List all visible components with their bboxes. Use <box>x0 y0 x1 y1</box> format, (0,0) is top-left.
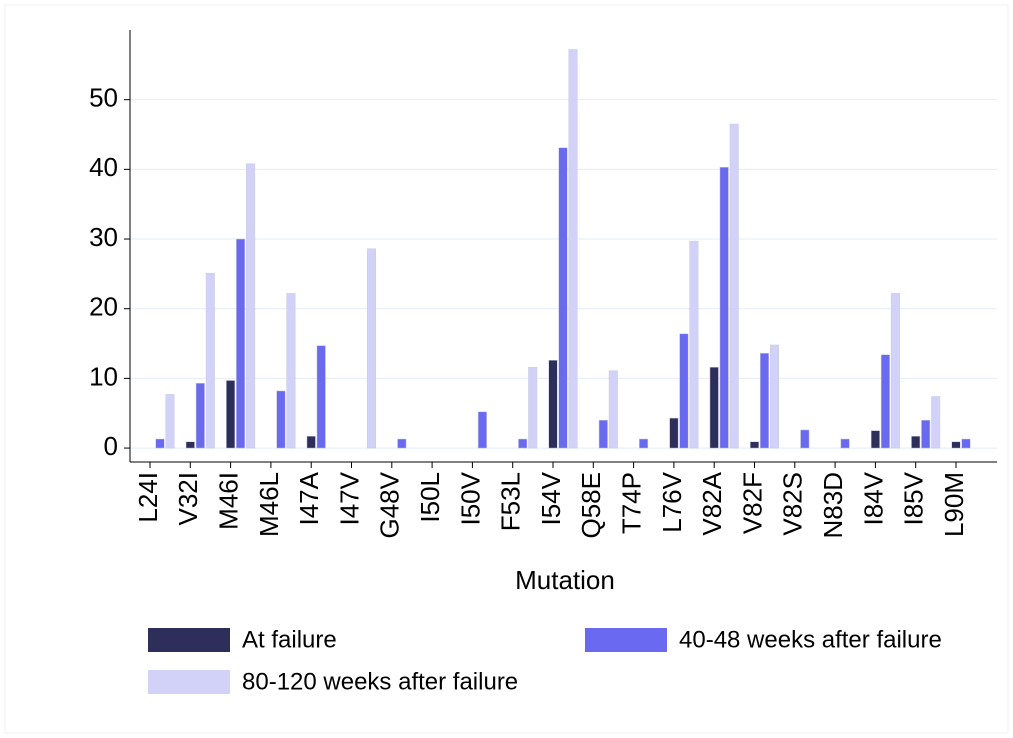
x-tick-label: V82F <box>737 472 767 534</box>
legend-swatch <box>585 628 667 652</box>
bar <box>639 438 649 449</box>
x-tick-label: V82S <box>778 472 808 536</box>
bar <box>870 430 880 449</box>
bar <box>155 438 165 449</box>
bar <box>608 370 618 449</box>
x-tick-label: I85V <box>899 471 929 525</box>
bar <box>709 366 719 449</box>
bar <box>911 435 921 449</box>
bar <box>477 411 487 449</box>
bar <box>750 441 759 449</box>
bar <box>528 366 538 449</box>
bar <box>236 238 246 449</box>
x-tick-label: I54V <box>536 471 566 525</box>
x-tick-label: I50V <box>455 471 485 525</box>
x-tick-label: L24I <box>133 472 163 523</box>
x-tick-label: F53L <box>496 472 526 531</box>
bar <box>316 345 326 449</box>
bar <box>568 49 578 449</box>
bar <box>951 441 961 449</box>
legend-label: 40-48 weeks after failure <box>679 626 942 653</box>
legend-label: 80-120 weeks after failure <box>242 668 518 695</box>
x-tick-label: M46I <box>213 472 243 530</box>
x-tick-label: N83D <box>818 472 848 538</box>
bar <box>306 435 316 449</box>
bar <box>185 441 195 449</box>
bar <box>598 419 608 449</box>
bar <box>729 123 739 449</box>
x-tick-label: I47V <box>334 471 364 525</box>
bar <box>961 438 971 449</box>
bar <box>367 248 376 449</box>
x-tick-label: L76V <box>657 471 687 532</box>
x-tick-label: V82A <box>697 471 727 535</box>
x-tick-label: Q58E <box>576 472 606 539</box>
bar <box>800 429 810 449</box>
legend-swatch <box>148 628 230 652</box>
y-tick-label: 40 <box>89 152 118 182</box>
x-tick-label: I50L <box>415 472 445 523</box>
bar <box>397 438 407 449</box>
y-tick-label: 50 <box>89 83 118 113</box>
bar <box>719 167 729 449</box>
bar <box>226 380 236 449</box>
y-tick-label: 0 <box>104 431 118 461</box>
y-tick-label: 10 <box>89 361 118 391</box>
x-axis-title: Mutation <box>515 565 615 595</box>
bar <box>921 419 931 449</box>
bar <box>931 396 941 449</box>
bar <box>518 438 528 449</box>
bar <box>558 147 568 449</box>
legend-label: At failure <box>242 626 337 653</box>
legend-swatch <box>148 670 230 694</box>
x-tick-label: G48V <box>375 471 405 538</box>
bar <box>770 344 779 449</box>
bar <box>286 293 296 449</box>
y-tick-label: 20 <box>89 292 118 322</box>
bar <box>205 272 215 449</box>
x-tick-label: V32I <box>173 472 203 526</box>
bar <box>165 394 175 449</box>
bar <box>276 390 286 449</box>
bar <box>840 438 850 449</box>
y-tick-label: 30 <box>89 222 118 252</box>
bar <box>679 333 689 449</box>
x-tick-label: M46L <box>254 472 284 537</box>
x-tick-label: I84V <box>858 471 888 525</box>
x-tick-label: I47A <box>294 471 324 525</box>
bar <box>760 353 769 449</box>
x-tick-label: L90M <box>939 472 969 537</box>
bar <box>689 240 699 449</box>
bar <box>548 360 558 449</box>
bar <box>880 354 890 449</box>
bar <box>890 293 900 449</box>
x-tick-label: T74P <box>616 472 646 534</box>
bar <box>669 417 679 449</box>
bar <box>195 383 205 449</box>
bar <box>246 163 256 449</box>
chart-frame <box>4 4 1009 734</box>
